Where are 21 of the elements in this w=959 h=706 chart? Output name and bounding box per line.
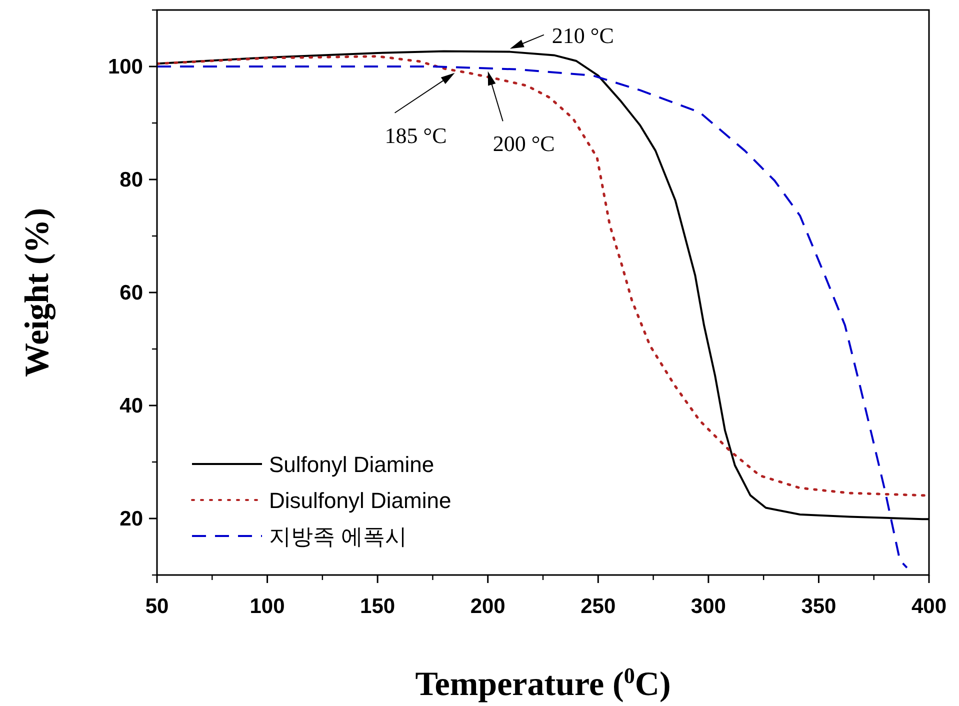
x-axis-title: Temperature ($^{0}$C) (415, 662, 671, 703)
x-tick-label: 50 (145, 595, 169, 618)
legend-label: Sulfonyl Diamine (269, 452, 434, 477)
y-axis-title: Weight (%) (19, 208, 56, 378)
x-tick-label: 100 (250, 595, 285, 618)
y-tick-label: 20 (120, 508, 143, 530)
legend-label: Disulfonyl Diamine (269, 488, 452, 513)
x-tick-label: 200 (470, 595, 506, 618)
x-tick-label: 300 (690, 595, 726, 618)
y-tick-label: 60 (120, 282, 143, 304)
annotation: 200 °C (492, 131, 555, 156)
y-tick-label: 100 (108, 56, 143, 78)
y-tick-label: 40 (120, 394, 143, 418)
legend-label: 지방족 에폭시 (269, 524, 408, 549)
x-tick-label: 250 (580, 595, 616, 618)
x-tick-label: 350 (801, 595, 836, 618)
x-tick-label: 150 (360, 595, 396, 618)
annotation: 210 °C (552, 22, 614, 48)
x-tick-label: 400 (911, 595, 947, 618)
annotation: 185 °C (384, 122, 447, 148)
y-tick-label: 80 (120, 168, 143, 192)
